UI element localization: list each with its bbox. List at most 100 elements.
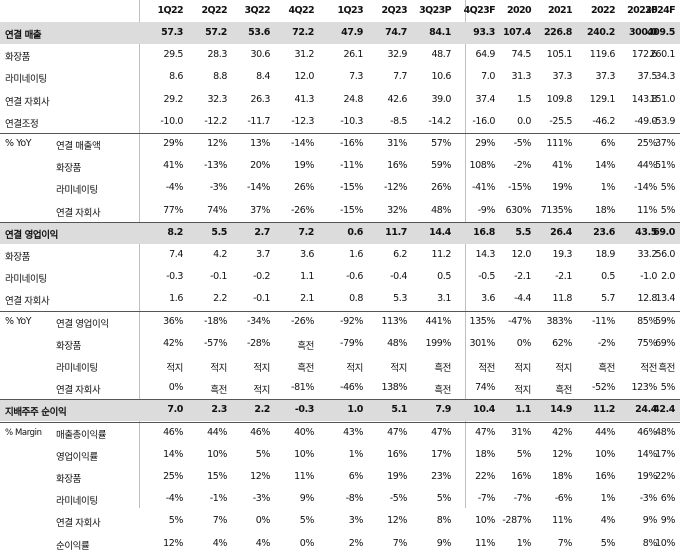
table-cell: -8.5: [390, 115, 407, 127]
table-cell: 64.9: [475, 49, 495, 61]
table-cell: 74.7: [385, 27, 407, 38]
row-label: 연결 자회사: [5, 296, 50, 308]
table-cell: 30.6: [250, 49, 270, 61]
table-cell: -15%: [508, 182, 531, 194]
table-cell: 13%: [250, 138, 270, 149]
table-cell: 19%: [294, 160, 314, 172]
table-cell: 84.1: [429, 27, 451, 38]
table-cell: 흑전: [555, 385, 572, 397]
table-cell: 44%: [207, 426, 227, 438]
table-cell: 흑전: [297, 363, 314, 374]
row-sublabel: 연결 자회사: [56, 385, 101, 397]
table-cell: -18%: [204, 315, 227, 327]
table-cell: 흑전: [297, 340, 314, 352]
table-cell: 22%: [475, 471, 495, 482]
column-header: 2Q22: [201, 5, 227, 16]
row-label: 연결 매출: [5, 30, 42, 41]
table-row: 연결 영업이익 8.2 5.5 2.7 7.2 0.6 11.7 14.4 16.8 5.5 26.…: [0, 221, 680, 244]
table-cell: 23%: [431, 471, 451, 482]
table-cell: 2.2: [254, 404, 270, 416]
table-cell: -28%: [247, 337, 270, 349]
table-cell: -14%: [247, 182, 270, 194]
table-row: 라미네이팅 -4% -3% -14% 26% -15% -12% 26% -41% -15% 19%…: [0, 177, 680, 199]
table-cell: 5%: [516, 448, 532, 460]
column-header: 2023F: [627, 5, 658, 16]
table-cell: 12%: [552, 448, 572, 460]
table-cell: 25%: [637, 138, 657, 149]
table-cell: 19%: [637, 471, 657, 482]
column-header: 4Q22: [288, 5, 314, 16]
table-row: 화장품 41% -13% 20% 19% -11% 16% 59% 108% -2% 41% 14% 4…: [0, 155, 680, 177]
table-row: 연결 자회사 0% 흑전 적지 -81% -46% 138% 흑전 74% 적지 흑전 -52% 123…: [0, 377, 680, 399]
table-cell: -0.6: [346, 271, 363, 283]
table-cell: 흑전: [210, 385, 227, 397]
table-cell: 44%: [637, 160, 657, 172]
table-cell: 9%: [299, 493, 315, 505]
row-sublabel: 매출총이익률: [56, 429, 107, 441]
table-cell: 42%: [552, 426, 572, 438]
table-cell: 8%: [436, 515, 452, 527]
table-cell: -34%: [247, 315, 270, 327]
table-cell: 0.0: [517, 115, 531, 127]
table-cell: 11%: [637, 204, 657, 216]
table-cell: 14%: [163, 448, 183, 460]
table-cell: 9%: [660, 515, 676, 527]
table-cell: 40%: [294, 426, 314, 438]
table-cell: 29.2: [163, 93, 183, 105]
table-cell: 29.5: [163, 49, 183, 61]
table-cell: 7.2: [298, 226, 314, 238]
table-row: 연결 자회사 5% 7% 0% 5% 3% 12% 8% 10% -287% 11% 4% 9% 9%: [0, 510, 680, 532]
table-cell: -12.3: [291, 115, 314, 127]
table-cell: 12%: [387, 515, 407, 527]
table-cell: 12.0: [294, 71, 314, 83]
table-cell: 3.7: [256, 249, 270, 260]
table-row: 영업이익률 14% 10% 5% 10% 1% 16% 17% 18% 5% 12% 10% 14% 17…: [0, 444, 680, 466]
table-cell: 29%: [475, 138, 495, 149]
table-cell: -4%: [165, 493, 184, 505]
row-label: 라미네이팅: [5, 274, 47, 286]
table-cell: 409.5: [646, 27, 675, 38]
table-cell: 1%: [348, 448, 364, 460]
row-label: 연결조정: [5, 118, 39, 130]
table-cell: 26.1: [343, 49, 363, 61]
table-cell: -0.4: [390, 271, 407, 283]
table-cell: 16%: [387, 160, 407, 172]
table-cell: 36%: [163, 315, 183, 327]
table-cell: -25.5: [549, 115, 572, 127]
table-cell: 20%: [250, 160, 270, 172]
row-sublabel: 화장품: [56, 163, 82, 175]
table-cell: 74%: [475, 382, 495, 394]
table-cell: 11.2: [593, 404, 615, 416]
table-cell: -52%: [592, 382, 615, 394]
table-cell: 151.0: [649, 93, 676, 105]
table-cell: -4.4: [514, 293, 531, 305]
table-cell: 24.8: [343, 93, 363, 105]
table-cell: 적지: [514, 363, 531, 374]
table-cell: 42.6: [387, 93, 407, 105]
row-label: 연결 자회사: [5, 96, 50, 108]
table-row: % YoY 연결 매출액 29% 12% 13% -14% -16% 31% 57% 29% -5%…: [0, 133, 680, 155]
table-cell: 11.8: [552, 293, 572, 305]
table-row: % Margin 매출총이익률 46% 44% 46% 40% 43% 47% 47% 47% 31…: [0, 422, 680, 444]
table-cell: 62%: [552, 337, 572, 349]
table-cell: 47%: [431, 426, 451, 438]
table-cell: 26.4: [550, 226, 572, 238]
table-cell: 5%: [299, 515, 315, 527]
table-cell: 14%: [595, 160, 615, 172]
row-label: 화장품: [5, 52, 31, 64]
table-cell: 41%: [163, 160, 183, 172]
row-label: 지배주주 순이익: [5, 407, 67, 419]
table-cell: 1.1: [300, 271, 314, 283]
table-cell: 10%: [595, 448, 615, 460]
table-cell: 적전: [640, 363, 657, 374]
table-cell: 105.1: [546, 49, 573, 61]
table-cell: 3%: [348, 515, 364, 527]
table-cell: 441%: [425, 315, 451, 327]
row-sublabel: 영업이익률: [56, 451, 98, 463]
table-cell: -16.0: [472, 115, 495, 127]
table-cell: 43.5: [635, 226, 657, 238]
table-cell: -11.7: [247, 115, 270, 127]
table-cell: 37%: [250, 204, 270, 216]
table-cell: 8.2: [167, 226, 183, 238]
